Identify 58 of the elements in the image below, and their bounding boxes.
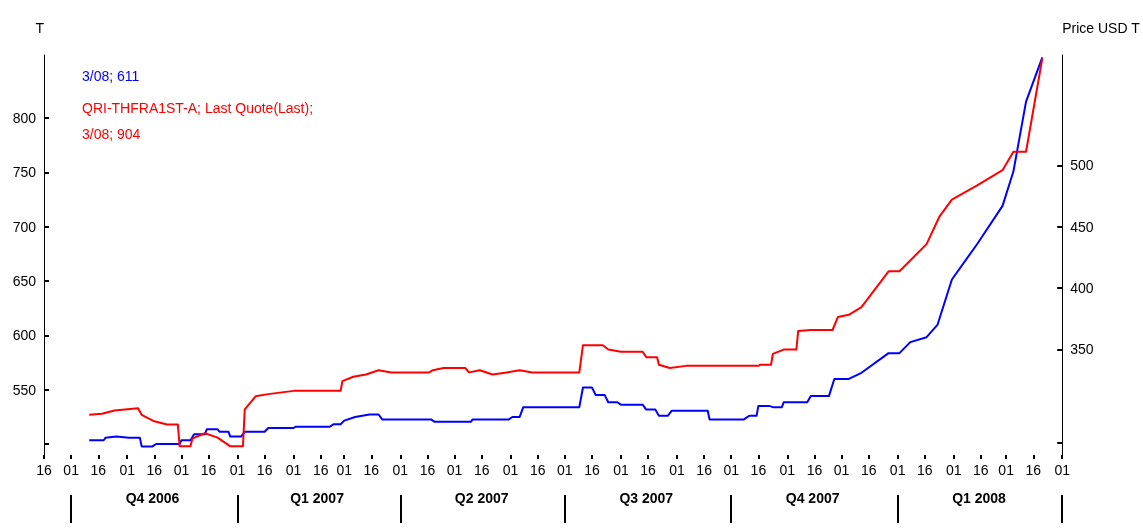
x-tick-label: 16	[473, 462, 490, 478]
x-tick-label: 16	[696, 462, 713, 478]
x-tick-label: 16	[640, 462, 657, 478]
x-tick-label: 16	[529, 462, 546, 478]
x-tick-label: 16	[1025, 462, 1042, 478]
x-tick-label: 01	[833, 462, 850, 478]
x-tick-label: 01	[229, 462, 246, 478]
y2-tick-label: 350	[1070, 341, 1094, 358]
x2-tick-label: Q1 2007	[290, 490, 345, 506]
x-tick-label: 01	[779, 462, 796, 478]
y-tick-label: 800	[12, 110, 37, 127]
x-tick-label: 01	[446, 462, 463, 478]
y-tick-label: 650	[12, 273, 37, 290]
y-tick-label: 600	[12, 327, 37, 344]
x-tick-label: 16	[916, 462, 933, 478]
x-tick-label: 01	[392, 462, 409, 478]
y-tick-label: 550	[12, 381, 37, 398]
x-tick-label: 01	[336, 462, 353, 478]
x2-tick-label: Q2 2007	[454, 490, 509, 506]
x-tick-label: 16	[200, 462, 217, 478]
x2-tick-label: Q1 2008	[952, 490, 1007, 506]
y-tick-label: 750	[12, 164, 37, 181]
x-tick-label: 16	[419, 462, 436, 478]
x2-tick-label: Q4 2007	[785, 490, 840, 506]
y-tick-label: 700	[12, 218, 37, 235]
x-tick-label: 16	[256, 462, 273, 478]
text: 3/08; 611	[82, 68, 140, 84]
text: QRI-THFRA1ST-A; Last Quote(Last); 3/08; 904	[82, 100, 314, 142]
x-tick-label: 01	[119, 462, 136, 478]
x-tick-label: 01	[502, 462, 519, 478]
x-tick-label: 01	[173, 462, 190, 478]
x-tick-label: 16	[363, 462, 380, 478]
y2-tick-label: 400	[1070, 280, 1094, 297]
x-tick-label: 01	[557, 462, 573, 478]
x-tick-label: 16	[312, 462, 329, 478]
x-tick-label: 01	[998, 462, 1015, 478]
x-tick-label: 01	[723, 462, 740, 478]
y-axis-title: T	[35, 20, 45, 36]
x-tick-label: 16	[90, 462, 107, 478]
x-tick-label: 01	[889, 462, 906, 478]
x-tick-label: 01	[285, 462, 302, 478]
x2-tick-label: Q4 2006	[125, 490, 180, 506]
x-tick-label: 16	[584, 462, 600, 478]
y2-tick-label: 500	[1070, 157, 1094, 174]
x-tick-label: 16	[806, 462, 823, 478]
x-tick-label: 16	[146, 462, 163, 478]
x-tick-label: 01	[63, 462, 80, 478]
x-tick-label: 16	[36, 462, 52, 478]
x-tick-label: 16	[973, 462, 989, 478]
x2-tick-label: Q3 2007	[619, 490, 674, 506]
x-tick-label: 16	[860, 462, 877, 478]
x-tick-label: 01	[945, 462, 962, 478]
y2-axis-title: Price USD T	[1062, 20, 1141, 36]
x-tick-label: 01	[613, 462, 629, 478]
y2-tick-label: 450	[1070, 218, 1094, 235]
x-tick-label: 01	[669, 462, 685, 478]
x-tick-label: 16	[750, 462, 767, 478]
x-tick-label: 01	[1054, 462, 1071, 478]
